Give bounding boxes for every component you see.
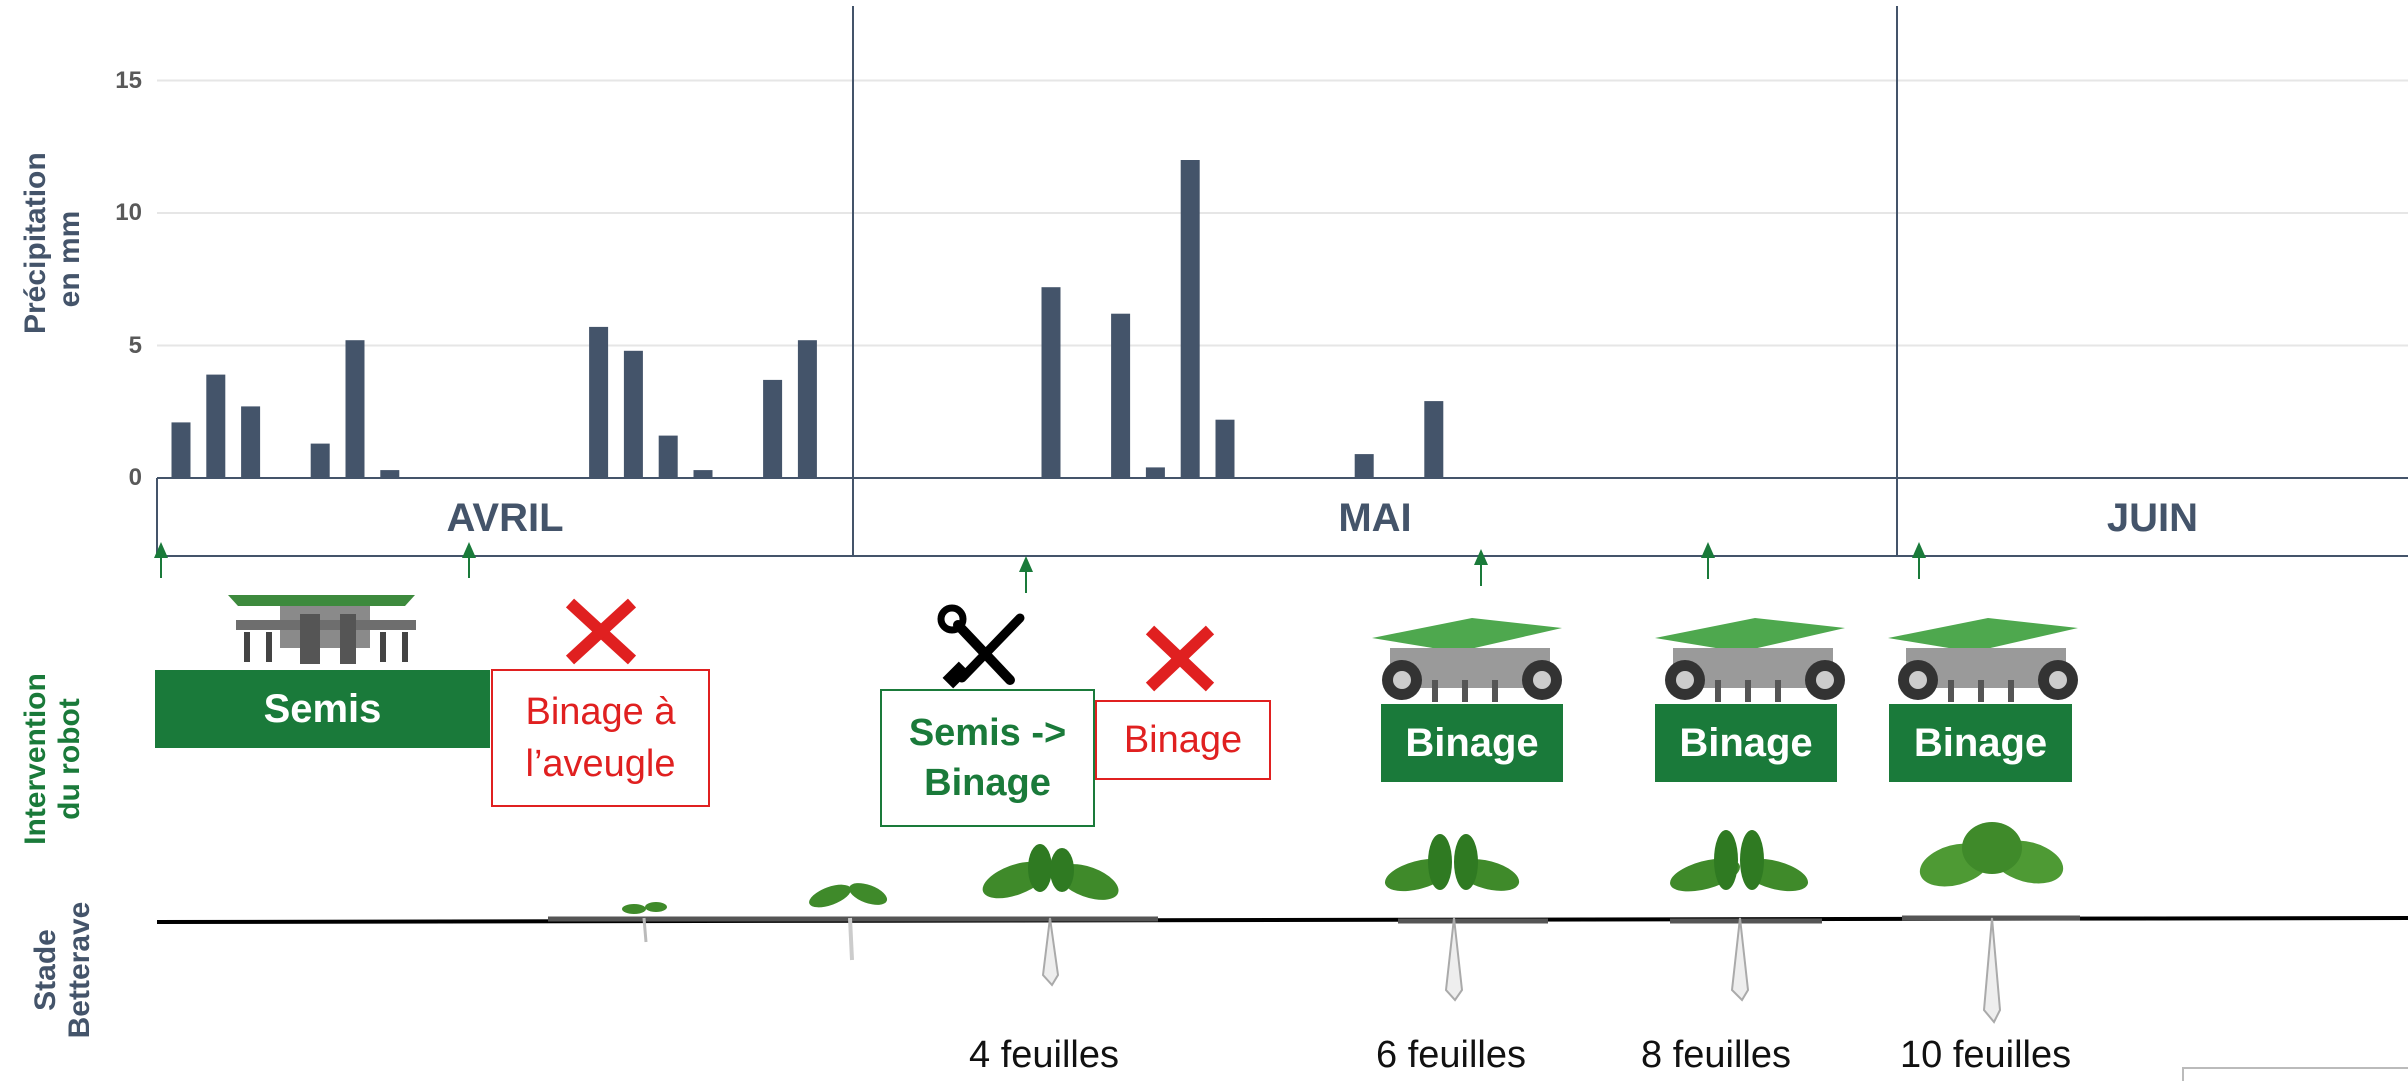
stage-10-feuilles: 10 feuilles	[1900, 1034, 2072, 1076]
arrow-binage-1	[1474, 549, 1488, 586]
month-label-juin: JUIN	[2106, 495, 2199, 540]
stage-6-feuilles: 6 feuilles	[1376, 1034, 1526, 1076]
y-tick-10: 10	[115, 199, 142, 226]
intervention-semis: Semis	[155, 670, 490, 748]
binage-aveugle-line2: l’aveugle	[525, 743, 676, 785]
beet-seedling-2	[809, 883, 888, 961]
weeding-robot-icon-2	[1655, 618, 1845, 702]
beet-stage-label-line2: Betterave	[63, 901, 96, 1039]
precipitation-bars	[171, 160, 1444, 478]
semis-binage-line2: Binage	[924, 762, 1051, 804]
precip-bar-day-6	[345, 340, 365, 478]
intervention-binage-3: Binage	[1889, 704, 2072, 782]
arrow-binage-2	[1701, 542, 1715, 579]
month-label-avril: AVRIL	[446, 495, 564, 540]
intervention-binage-2: Binage	[1655, 704, 1837, 782]
precip-bar-day-28	[1111, 313, 1131, 478]
robot-intervention-label-line1: Intervention	[19, 673, 52, 845]
precipitation-axis-label: Précipitation en mm	[19, 152, 91, 334]
precip-bar-day-16	[693, 470, 713, 478]
intervention-binage-aveugle: Binage à l’aveugle	[491, 669, 710, 807]
stage-8-feuilles: 8 feuilles	[1641, 1034, 1791, 1076]
stage-4-feuilles: 4 feuilles	[969, 1034, 1119, 1076]
intervention-arrows	[154, 542, 1926, 593]
precip-bar-day-7	[380, 470, 400, 478]
precip-bar-day-29	[1145, 467, 1165, 478]
precip-bar-day-2	[206, 374, 226, 478]
beet-plant-8-leaves	[1670, 830, 1809, 1002]
arrow-binage-aveugle	[462, 542, 476, 578]
arrow-binage-3	[1912, 542, 1926, 579]
y-tick-0: 0	[128, 464, 142, 491]
intervention-binage-red: Binage	[1095, 700, 1271, 780]
chart-grid	[157, 79, 2408, 479]
seeder-robot-icon	[228, 595, 416, 664]
precip-bar-day-19	[797, 340, 817, 478]
y-tick-15: 15	[115, 66, 142, 94]
weeding-robot-icon-3	[1888, 618, 2078, 702]
intervention-semis-binage: Semis -> Binage	[880, 689, 1095, 827]
precip-bar-day-30	[1180, 160, 1200, 478]
arrow-semis-binage	[1019, 556, 1033, 593]
beet-stage-label: Stade Betterave	[29, 895, 101, 1045]
precip-bar-day-14	[623, 350, 643, 478]
semis-binage-line1: Semis ->	[908, 712, 1067, 754]
precip-bar-day-3	[241, 406, 261, 478]
tools-icon	[937, 604, 1025, 689]
beet-plant-6-leaves	[1384, 834, 1520, 1002]
robot-intervention-label: Intervention du robot	[19, 664, 91, 854]
precip-bar-day-1	[171, 422, 191, 478]
red-x-icon-1	[565, 598, 637, 665]
beet-plant-10-leaves	[1919, 822, 2064, 1024]
precipitation-axis-label-line2: en mm	[53, 210, 86, 308]
precip-bar-day-35	[1354, 454, 1374, 478]
precipitation-axis-label-line1: Précipitation	[19, 152, 52, 334]
precip-bar-day-15	[658, 435, 678, 478]
robot-intervention-label-line2: du robot	[53, 698, 86, 820]
binage-aveugle-line1: Binage à	[525, 691, 676, 733]
intervention-binage-1: Binage	[1381, 704, 1563, 782]
precip-bar-day-31	[1215, 419, 1235, 478]
beet-seedling-1	[622, 902, 667, 943]
y-tick-5: 5	[128, 331, 142, 359]
beet-plant-4-leaves	[982, 844, 1119, 987]
weeding-robot-icon-1	[1372, 618, 1562, 702]
precip-bar-day-5	[310, 443, 330, 478]
month-label-mai: MAI	[1338, 495, 1412, 540]
precip-bar-day-13	[589, 326, 609, 478]
corner-partial-box	[2182, 1067, 2408, 1081]
precip-bar-day-18	[763, 379, 783, 478]
precip-bar-day-37	[1424, 401, 1444, 478]
red-x-icon-2	[1145, 625, 1215, 692]
arrow-semis	[154, 542, 168, 578]
beet-stage-label-line1: Stade	[29, 929, 62, 1011]
precip-bar-day-26	[1041, 287, 1061, 478]
